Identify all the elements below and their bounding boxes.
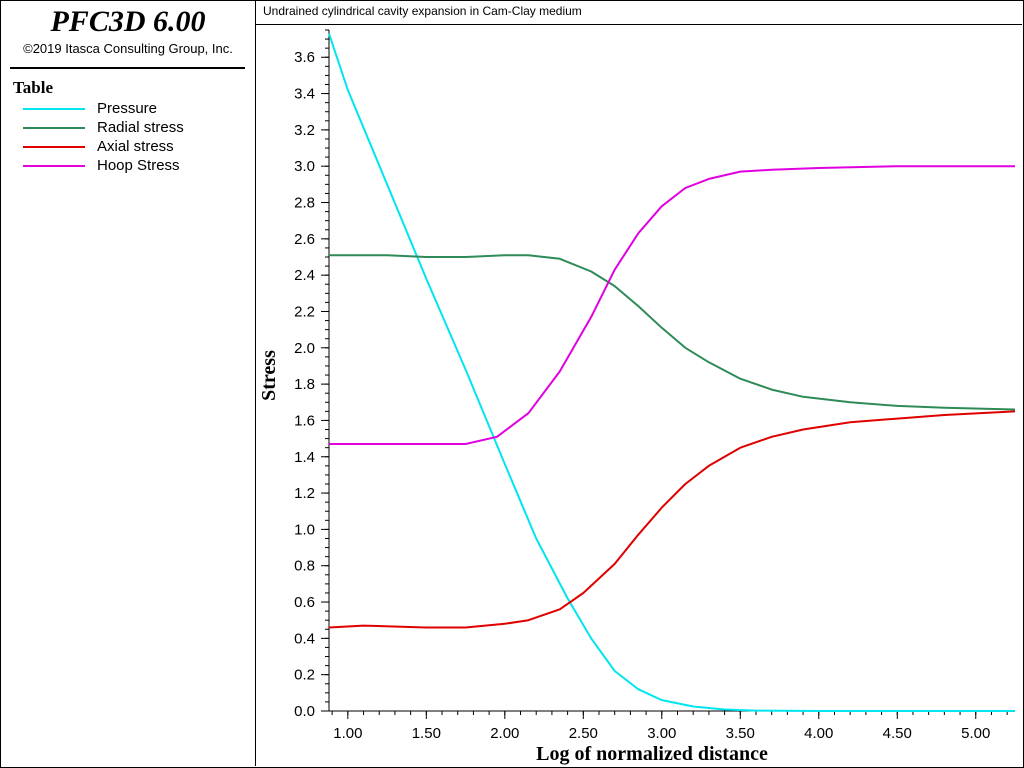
y-tick-label: 0.4 [294,630,315,647]
y-tick-label: 1.2 [294,485,315,502]
legend-swatch-hoop-stress [23,165,85,167]
legend-swatch-radial-stress [23,127,85,129]
y-tick-label: 1.0 [294,521,315,538]
legend-label-pressure: Pressure [97,100,158,117]
x-tick-label: 2.50 [569,725,598,742]
y-tick-label: 3.0 [294,158,315,175]
x-tick-label: 2.00 [490,725,519,742]
series-line-hoop-stress [329,165,1015,445]
series-line-radial-stress [329,254,1016,411]
legend-item-pressure: Pressure [23,100,243,118]
legend-title: Table [13,78,54,97]
y-tick-label: 2.8 [294,195,315,212]
y-tick-label: 1.6 [294,412,315,429]
y-tick-label: 2.4 [294,267,315,284]
x-tick-label: 4.00 [804,725,833,742]
y-tick-label: 2.6 [294,231,315,248]
line-chart: 0.0 0.2 0.4 0.6 0.8 1.0 1.2 1.4 1.6 1.8 2.0 2.2 2.4 2… [258,29,1016,765]
chart-title: Undrained cylindrical cavity expansion i… [263,4,582,18]
y-tick-label: 1.4 [294,449,315,466]
y-tick-label: 0.8 [294,558,315,575]
series-line-pressure [328,33,1015,712]
legend-item-radial-stress: Radial stress [23,119,243,137]
y-tick-label: 3.4 [294,86,315,103]
sidebar-panel: PFC3D 6.00 ©2019 Itasca Consulting Group… [1,1,256,766]
legend-item-hoop-stress: Hoop Stress [23,157,243,175]
y-tick-label: 1.8 [294,376,315,393]
y-tick-label: 0.0 [294,703,315,720]
legend-label-radial-stress: Radial stress [97,119,184,136]
legend-swatch-axial-stress [23,146,85,148]
sidebar-divider [10,67,245,69]
chart-title-bar: Undrained cylindrical cavity expansion i… [256,1,1022,25]
legend-swatch-pressure [23,108,85,110]
x-tick-label: 4.50 [883,725,912,742]
legend-label-hoop-stress: Hoop Stress [97,157,180,174]
legend-label-axial-stress: Axial stress [97,138,174,155]
y-tick-label: 3.6 [294,49,315,66]
app-title: PFC3D 6.00 [50,5,206,38]
y-tick-label: 3.2 [294,122,315,139]
y-tick-label: 0.2 [294,667,315,684]
y-axis-label: Stress [258,350,280,401]
x-tick-label: 3.50 [726,725,755,742]
x-tick-label: 1.50 [412,725,441,742]
y-tick-label: 2.2 [294,303,315,320]
x-tick-label: 5.00 [961,725,990,742]
x-tick-label: 3.00 [647,725,676,742]
y-tick-label: 2.0 [294,340,315,357]
legend-item-axial-stress: Axial stress [23,138,243,156]
copyright-text: ©2019 Itasca Consulting Group, Inc. [23,41,233,56]
y-tick-label: 0.6 [294,594,315,611]
series-line-axial-stress [328,410,1016,629]
x-tick-label: 1.00 [333,725,362,742]
x-axis-label: Log of normalized distance [536,743,768,765]
